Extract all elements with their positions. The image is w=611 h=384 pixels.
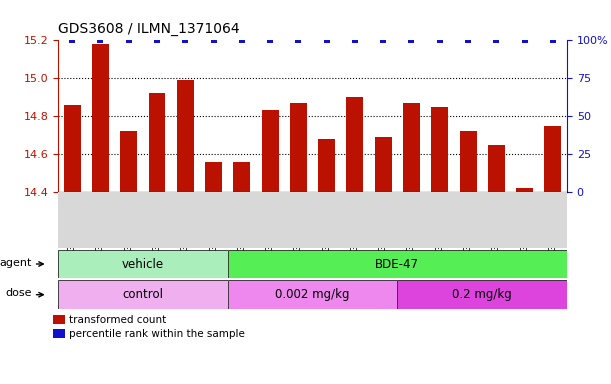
Text: GDS3608 / ILMN_1371064: GDS3608 / ILMN_1371064	[58, 23, 240, 36]
Bar	[482, 192, 510, 248]
Bar	[143, 192, 171, 248]
Bar	[284, 192, 313, 248]
Bar	[488, 145, 505, 192]
Bar	[228, 192, 256, 248]
Bar	[148, 93, 166, 192]
Bar	[397, 192, 426, 248]
Text: 0.2 mg/kg: 0.2 mg/kg	[452, 288, 512, 301]
Bar	[346, 97, 364, 192]
Bar	[510, 192, 539, 248]
Bar	[256, 192, 284, 248]
Bar	[177, 80, 194, 192]
Bar	[539, 192, 567, 248]
Bar	[199, 192, 228, 248]
Bar	[262, 111, 279, 192]
Bar	[431, 107, 448, 192]
Bar	[53, 329, 65, 338]
Text: percentile rank within the sample: percentile rank within the sample	[69, 329, 245, 339]
Bar	[290, 103, 307, 192]
Bar	[516, 188, 533, 192]
Bar	[369, 192, 397, 248]
Text: vehicle: vehicle	[122, 258, 164, 270]
Bar	[459, 131, 477, 192]
Bar	[120, 131, 137, 192]
Text: 0.002 mg/kg: 0.002 mg/kg	[276, 288, 349, 301]
Bar	[454, 192, 482, 248]
Bar	[64, 105, 81, 192]
Bar	[171, 192, 199, 248]
Bar	[375, 137, 392, 192]
Bar	[341, 192, 369, 248]
Text: BDE-47: BDE-47	[375, 258, 419, 270]
Bar	[426, 192, 454, 248]
Text: dose: dose	[5, 288, 32, 298]
Bar	[205, 162, 222, 192]
Bar	[544, 126, 562, 192]
Bar	[318, 139, 335, 192]
Text: agent: agent	[0, 258, 32, 268]
Text: control: control	[122, 288, 163, 301]
Text: transformed count: transformed count	[69, 315, 166, 325]
Bar	[53, 315, 65, 324]
Bar	[115, 192, 143, 248]
Bar	[92, 44, 109, 192]
Bar	[233, 162, 251, 192]
Bar	[58, 192, 86, 248]
Bar	[313, 192, 341, 248]
Bar	[403, 103, 420, 192]
Bar	[86, 192, 115, 248]
